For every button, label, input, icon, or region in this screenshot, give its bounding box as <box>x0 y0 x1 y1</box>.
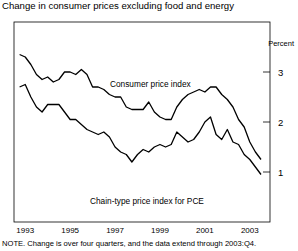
series-label: Consumer price index <box>110 79 192 89</box>
note: NOTE. Change is over four quarters, and … <box>2 239 256 248</box>
y-tick <box>263 122 270 123</box>
chart: Change in consumer prices excluding food… <box>0 0 298 251</box>
series-line <box>20 85 261 175</box>
y-tick-label: 2 <box>278 117 283 128</box>
x-tick-label: 1999 <box>151 226 169 235</box>
series-line <box>20 55 261 160</box>
x-tick-label: 2001 <box>196 226 214 235</box>
y-tick <box>263 172 270 173</box>
y-tick <box>263 72 270 73</box>
x-tick-label: 1993 <box>16 226 34 235</box>
plot-area <box>20 55 261 175</box>
x-tick-label: 2003 <box>241 226 259 235</box>
x-tick-label: 1997 <box>106 226 124 235</box>
title: Change in consumer prices excluding food… <box>2 0 234 11</box>
y-axis-label: Percent <box>268 39 295 48</box>
series-label: Chain-type price index for PCE <box>90 196 204 206</box>
y-tick-label: 1 <box>278 167 283 178</box>
y-tick-label: 3 <box>278 67 283 78</box>
x-tick-label: 1995 <box>61 226 79 235</box>
plot-frame <box>14 22 270 222</box>
